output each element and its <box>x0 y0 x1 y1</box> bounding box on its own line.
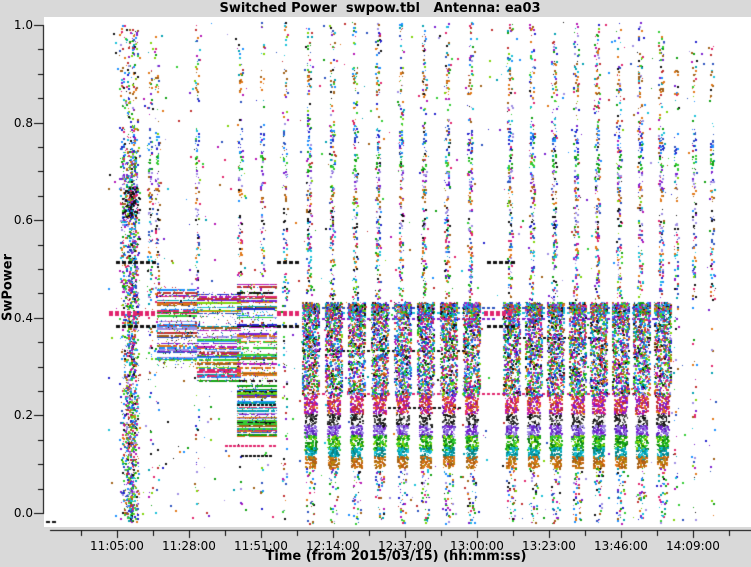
plot-window: Switched Power swpow.tbl Antenna: ea03 S… <box>0 0 751 567</box>
scatter-canvas[interactable] <box>0 0 751 567</box>
